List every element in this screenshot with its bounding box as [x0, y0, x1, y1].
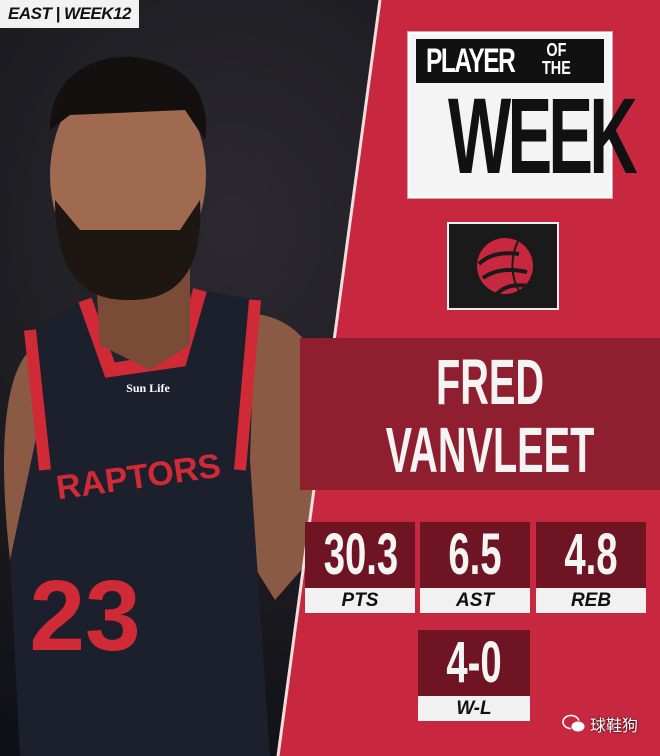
stat-value: 4-0	[446, 630, 502, 695]
stat-label: PTS	[305, 588, 415, 613]
player-first-name: FRED	[435, 346, 545, 418]
stat-pts: 30.3 PTS	[305, 522, 415, 613]
title-of-the: OF THE	[542, 40, 571, 78]
player-last-name: VANVLEET	[385, 414, 595, 486]
stat-value: 30.3	[323, 522, 399, 587]
stat-label: W-L	[418, 696, 530, 721]
raptors-logo-icon	[447, 222, 559, 310]
watermark-text: 球鞋狗	[590, 718, 639, 735]
stat-label: AST	[420, 588, 530, 613]
stat-label: REB	[536, 588, 646, 613]
conference-week-tag: EAST | WEEK12	[0, 0, 139, 28]
stat-ast: 6.5 AST	[420, 522, 530, 613]
stat-reb: 4.8 REB	[536, 522, 646, 613]
wechat-icon	[562, 714, 586, 733]
title-week: WEEK	[448, 75, 638, 196]
watermark: 球鞋狗	[562, 712, 638, 736]
stat-wl: 4-0 W-L	[418, 630, 530, 721]
jersey-number-text: 23	[29, 560, 140, 672]
name-band	[300, 338, 660, 490]
stat-value: 4.8	[564, 522, 618, 587]
stat-value: 6.5	[448, 522, 502, 587]
title-player: PLAYER	[426, 42, 516, 80]
jersey-sponsor-text: Sun Life	[126, 381, 170, 395]
player-of-the-week-title: PLAYER OF THE WEEK	[408, 32, 638, 198]
